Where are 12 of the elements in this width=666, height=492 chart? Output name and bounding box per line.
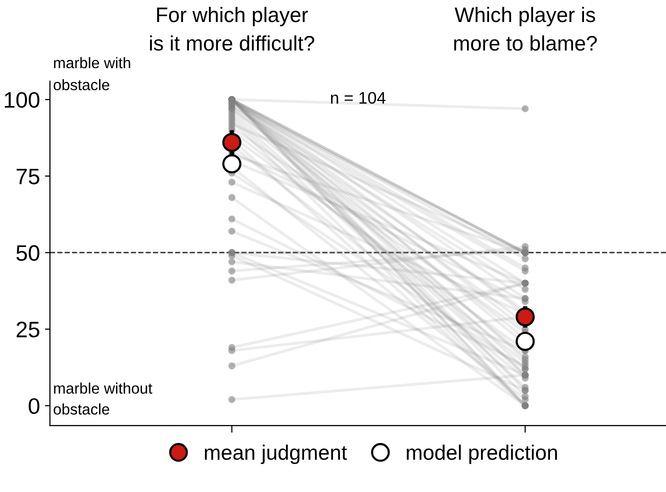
annotation: marble without obstacle bbox=[54, 382, 152, 415]
annotation: marble with obstacle bbox=[54, 57, 130, 90]
y-tick-label: 75 bbox=[16, 168, 40, 184]
y-tick-label: 50 bbox=[16, 245, 40, 261]
y-tick-label: 0 bbox=[28, 398, 40, 414]
y-tick-label: 25 bbox=[16, 322, 40, 338]
y-tick-label: 100 bbox=[4, 92, 40, 108]
legend-label: model prediction bbox=[406, 444, 557, 464]
x-tick-label: Which player is more to blame? bbox=[454, 6, 597, 51]
annotation: n = 104 bbox=[331, 92, 386, 104]
x-tick-label: For which player is it more difficult? bbox=[150, 6, 314, 51]
legend-label: mean judgment bbox=[204, 444, 347, 464]
